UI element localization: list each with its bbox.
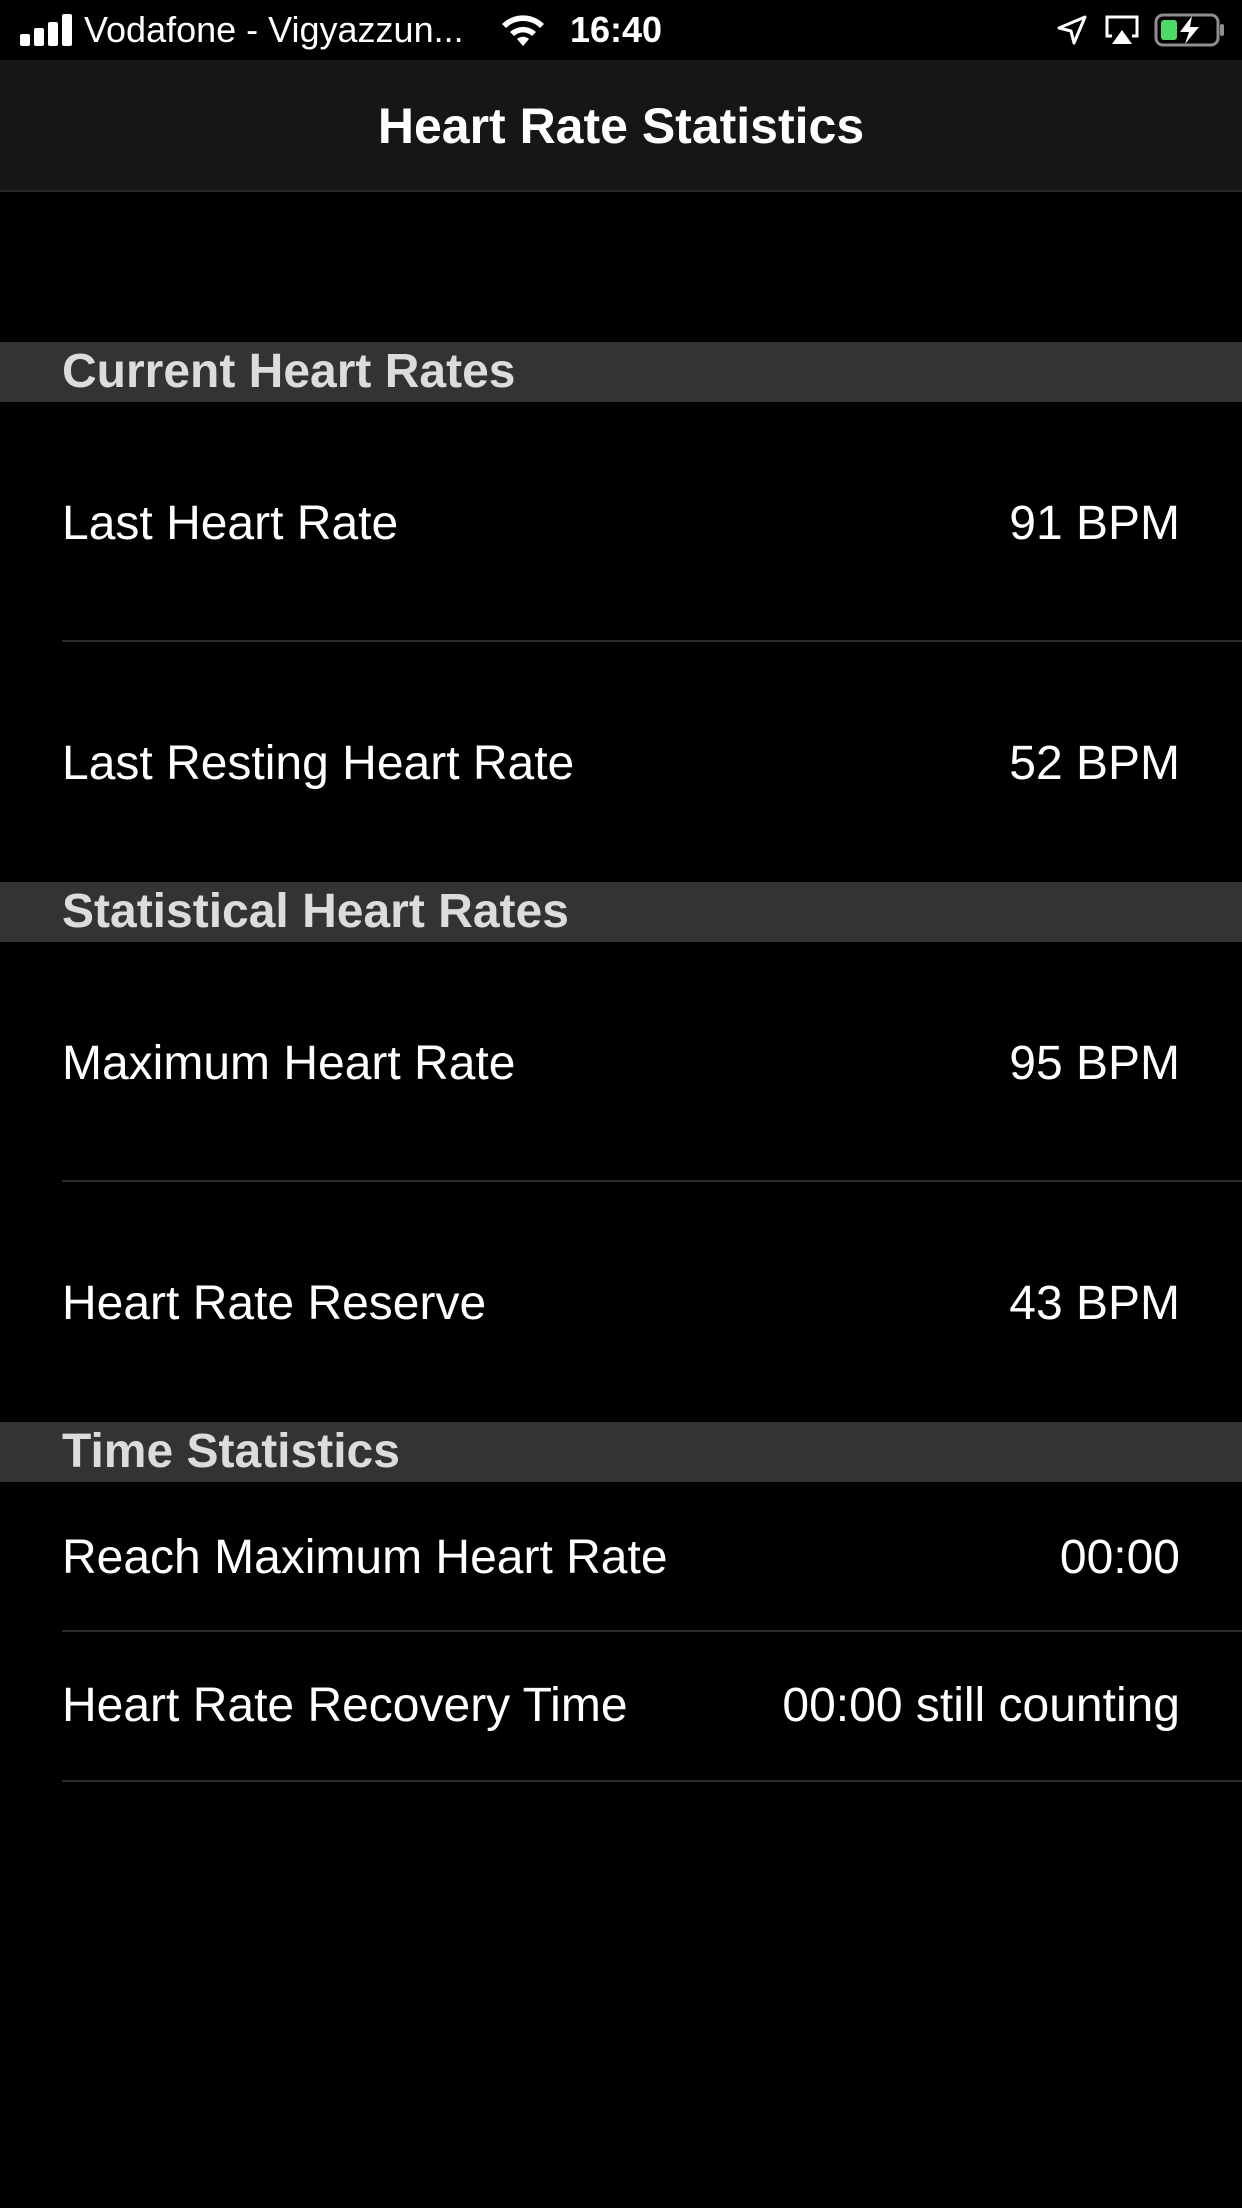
section-title: Statistical Heart Rates <box>62 885 569 938</box>
row-label: Last Heart Rate <box>62 497 399 550</box>
row-value: 00:00 still counting <box>782 1679 1180 1732</box>
section-title: Time Statistics <box>62 1425 400 1478</box>
section-header-current: Current Heart Rates <box>0 342 1242 402</box>
row-label: Reach Maximum Heart Rate <box>62 1531 668 1584</box>
row-heart-rate-reserve[interactable]: Heart Rate Reserve 43 BPM <box>0 1182 1242 1422</box>
carrier-name: Vodafone - Vigyazzun... <box>84 9 464 50</box>
battery-charging-icon <box>1154 13 1224 47</box>
page-title: Heart Rate Statistics <box>377 98 865 154</box>
row-separator <box>62 1180 1242 1182</box>
row-label: Heart Rate Reserve <box>62 1277 487 1330</box>
signal-icon <box>20 14 72 46</box>
row-last-resting-heart-rate[interactable]: Last Resting Heart Rate 52 BPM <box>0 642 1242 882</box>
row-label: Last Resting Heart Rate <box>62 737 575 790</box>
status-bar: Vodafone - Vigyazzun... 16:40 <box>0 0 1242 60</box>
row-label: Heart Rate Recovery Time <box>62 1679 628 1732</box>
row-last-heart-rate[interactable]: Last Heart Rate 91 BPM <box>0 402 1242 642</box>
navigation-bar: Heart Rate Statistics <box>0 60 1242 192</box>
row-separator <box>62 640 1242 642</box>
airplay-icon <box>1105 15 1139 44</box>
row-value: 00:00 <box>1059 1531 1180 1584</box>
row-separator <box>62 1780 1242 1782</box>
location-icon <box>1057 15 1087 45</box>
section-header-time: Time Statistics <box>0 1422 1242 1482</box>
row-label: Maximum Heart Rate <box>62 1037 516 1090</box>
row-separator <box>62 1630 1242 1632</box>
row-value: 95 BPM <box>1009 1037 1180 1090</box>
row-value: 43 BPM <box>1009 1277 1180 1330</box>
section-title: Current Heart Rates <box>62 345 516 398</box>
row-value: 91 BPM <box>1009 497 1180 550</box>
wifi-icon <box>502 15 544 46</box>
row-heart-rate-recovery-time[interactable]: Heart Rate Recovery Time 00:00 still cou… <box>0 1632 1242 1782</box>
row-reach-maximum-heart-rate[interactable]: Reach Maximum Heart Rate 00:00 <box>0 1482 1242 1632</box>
status-time: 16:40 <box>570 9 663 50</box>
row-value: 52 BPM <box>1009 737 1180 790</box>
section-header-statistical: Statistical Heart Rates <box>0 882 1242 942</box>
row-maximum-heart-rate[interactable]: Maximum Heart Rate 95 BPM <box>0 942 1242 1182</box>
